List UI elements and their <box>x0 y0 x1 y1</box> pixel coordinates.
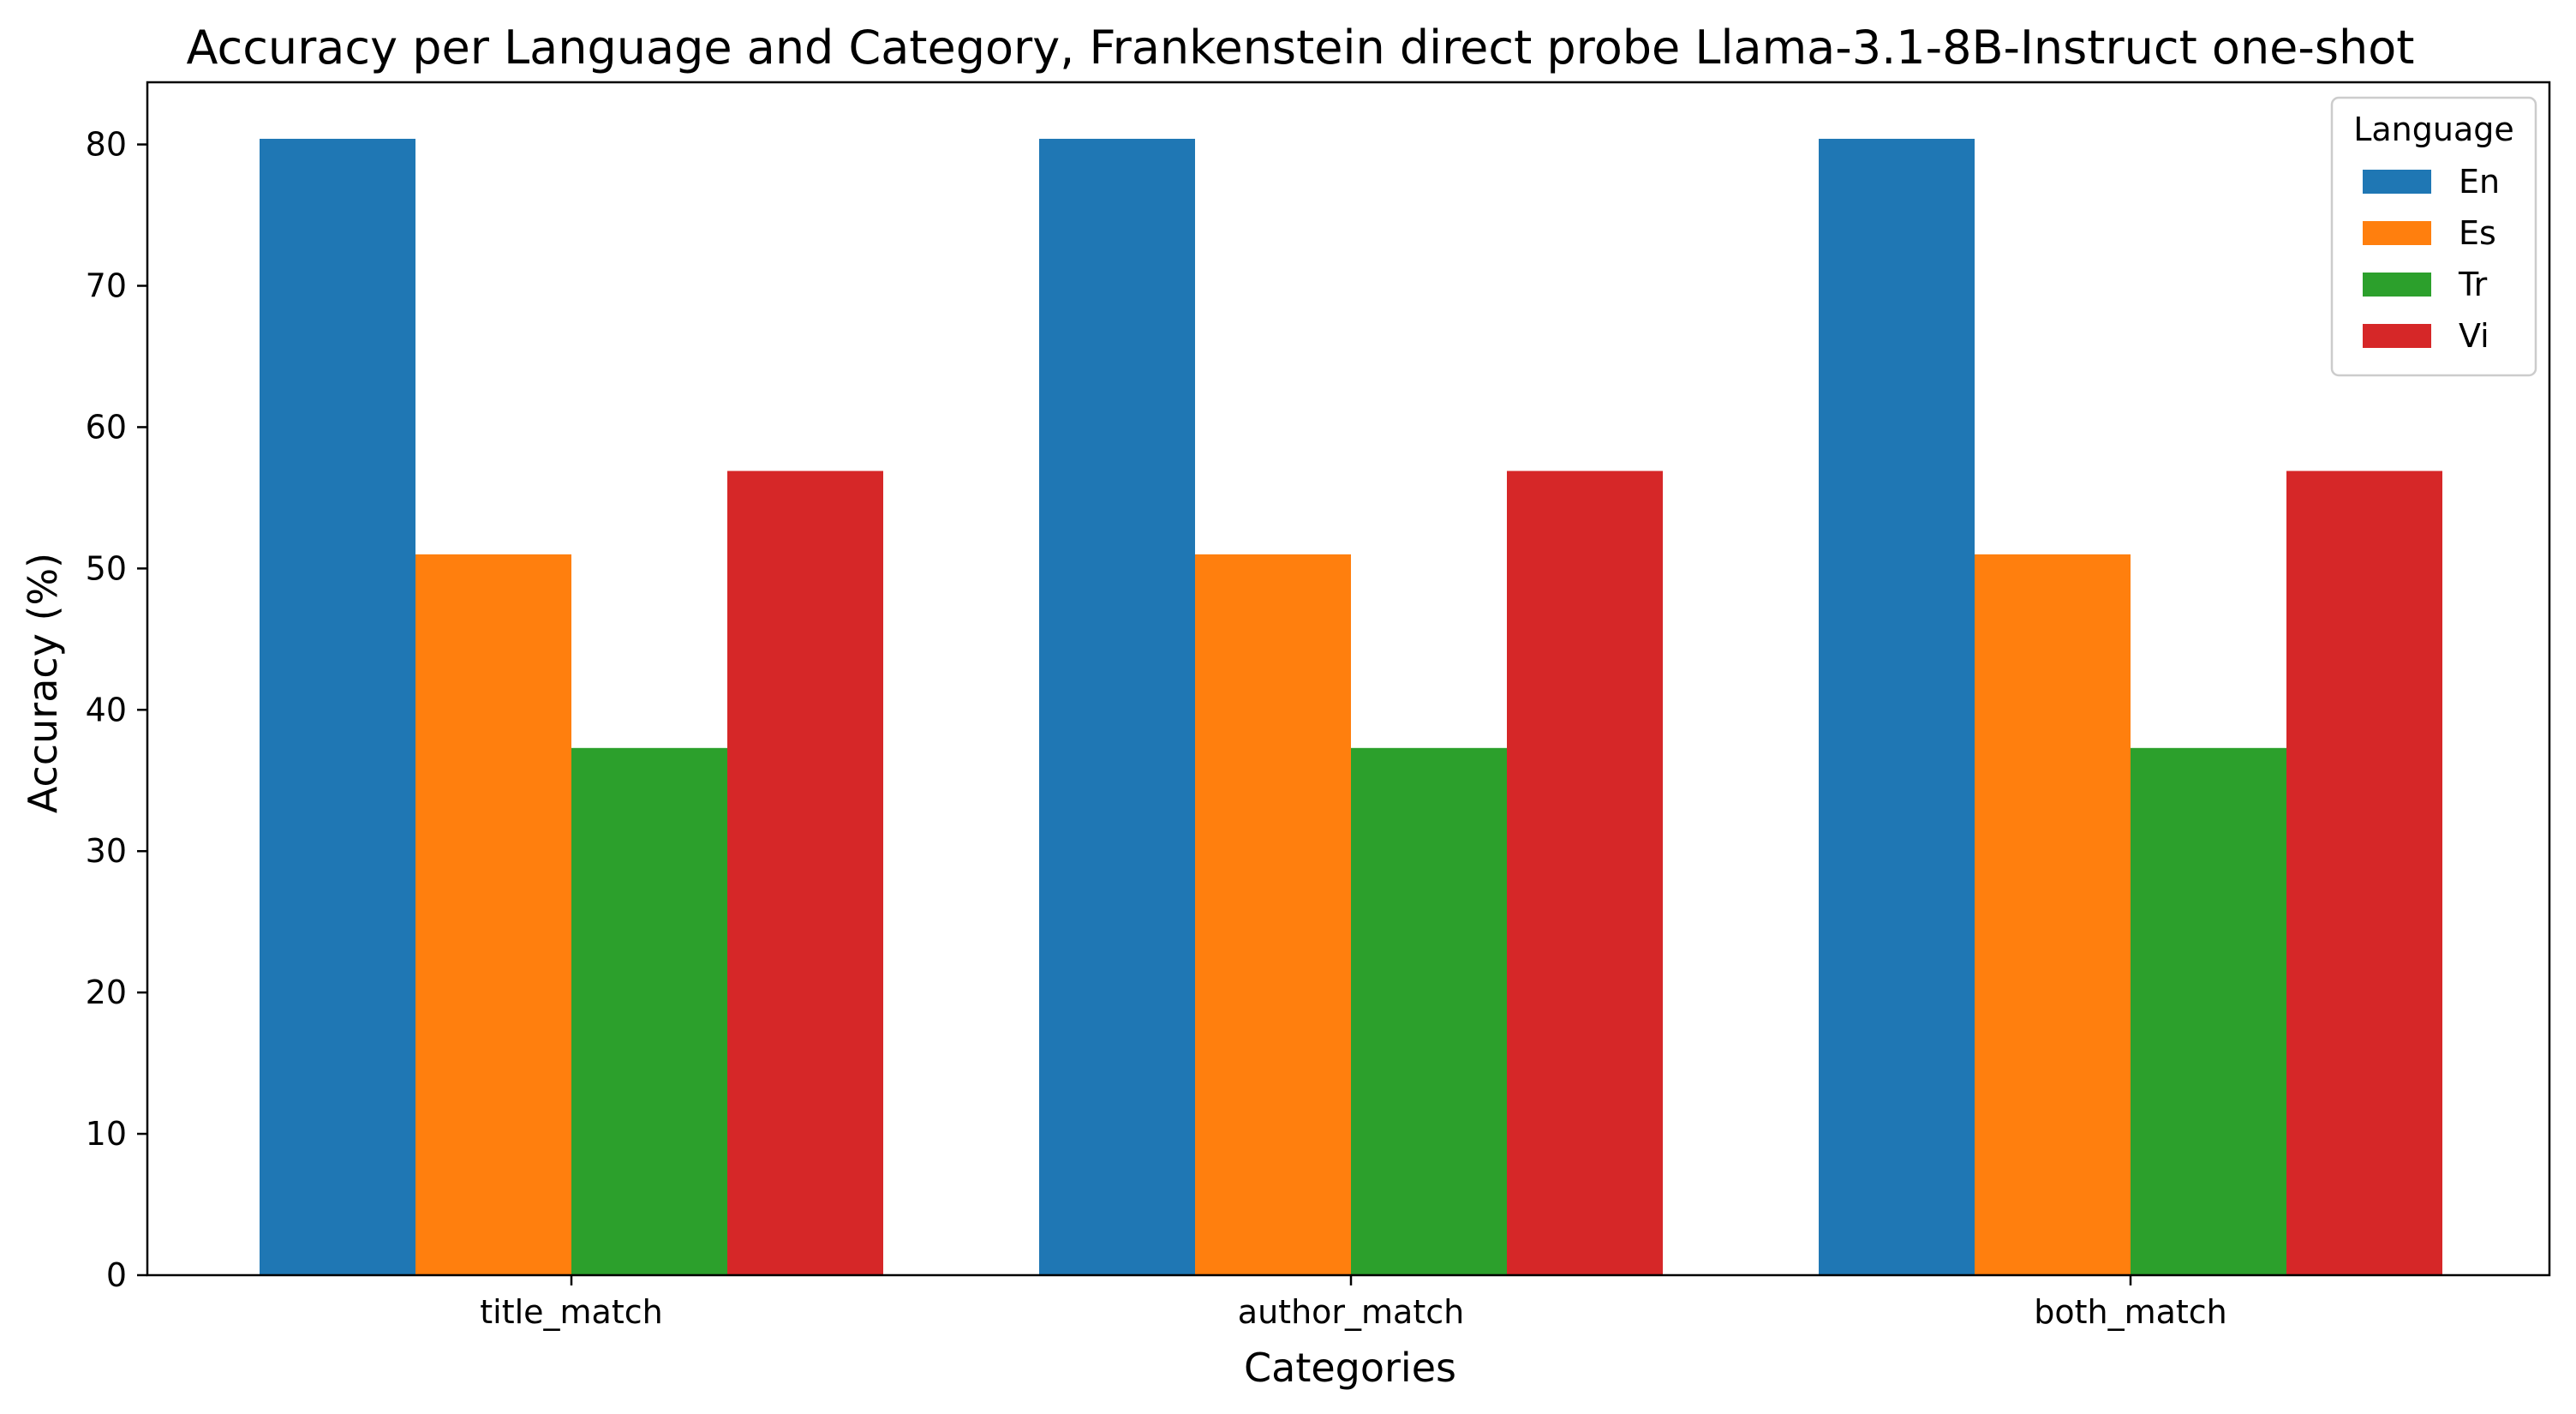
bar-vi-author-match <box>1507 470 1663 1275</box>
legend-label-en: En <box>2459 163 2500 201</box>
legend-swatch-en <box>2363 170 2431 194</box>
legend-label-vi: Vi <box>2459 317 2489 355</box>
bar-en-author-match <box>1039 138 1195 1275</box>
y-ticks-group: 0 10 20 30 40 50 60 70 80 <box>86 126 147 1294</box>
bar-vi-both-match <box>2286 470 2442 1275</box>
y-tick-label: 80 <box>86 126 127 164</box>
bar-tr-author-match <box>1351 747 1507 1275</box>
bar-vi-title-match <box>727 470 883 1275</box>
y-tick-label: 50 <box>86 549 127 587</box>
plot-frame <box>146 81 2551 1277</box>
bar-en-both-match <box>1819 138 1975 1275</box>
x-tick-label-author-match: author_match <box>1238 1293 1464 1331</box>
bars-group <box>260 138 2442 1275</box>
y-tick-label: 40 <box>86 691 127 728</box>
legend: Language En Es Tr Vi <box>2330 96 2537 377</box>
bar-es-both-match <box>1975 554 2131 1275</box>
x-axis-label: Categories <box>1244 1345 1456 1391</box>
bar-en-title-match <box>260 138 415 1275</box>
axes-group <box>146 81 2551 1277</box>
legend-box <box>2330 96 2537 377</box>
y-tick-label: 60 <box>86 408 127 446</box>
x-tick-label-title-match: title_match <box>480 1293 662 1331</box>
bar-es-title-match <box>415 554 571 1275</box>
chart-title: Accuracy per Language and Category, Fran… <box>187 21 2415 75</box>
y-tick-label: 70 <box>86 267 127 304</box>
legend-swatch-es <box>2363 221 2431 245</box>
legend-swatch-vi <box>2363 324 2431 348</box>
x-tick-label-both-match: both_match <box>2034 1293 2227 1331</box>
legend-swatch-tr <box>2363 273 2431 297</box>
legend-label-tr: Tr <box>2458 266 2488 303</box>
legend-title: Language <box>2353 111 2514 148</box>
bar-tr-both-match <box>2131 747 2286 1275</box>
bar-es-author-match <box>1195 554 1351 1275</box>
bar-tr-title-match <box>571 747 727 1275</box>
y-tick-label: 0 <box>106 1256 127 1294</box>
legend-label-es: Es <box>2459 214 2496 252</box>
y-tick-label: 20 <box>86 974 127 1011</box>
y-tick-label: 30 <box>86 832 127 870</box>
x-ticks-group: title_match author_match both_match <box>480 1275 2227 1331</box>
y-axis-label: Accuracy (%) <box>20 553 66 813</box>
y-tick-label: 10 <box>86 1115 127 1153</box>
